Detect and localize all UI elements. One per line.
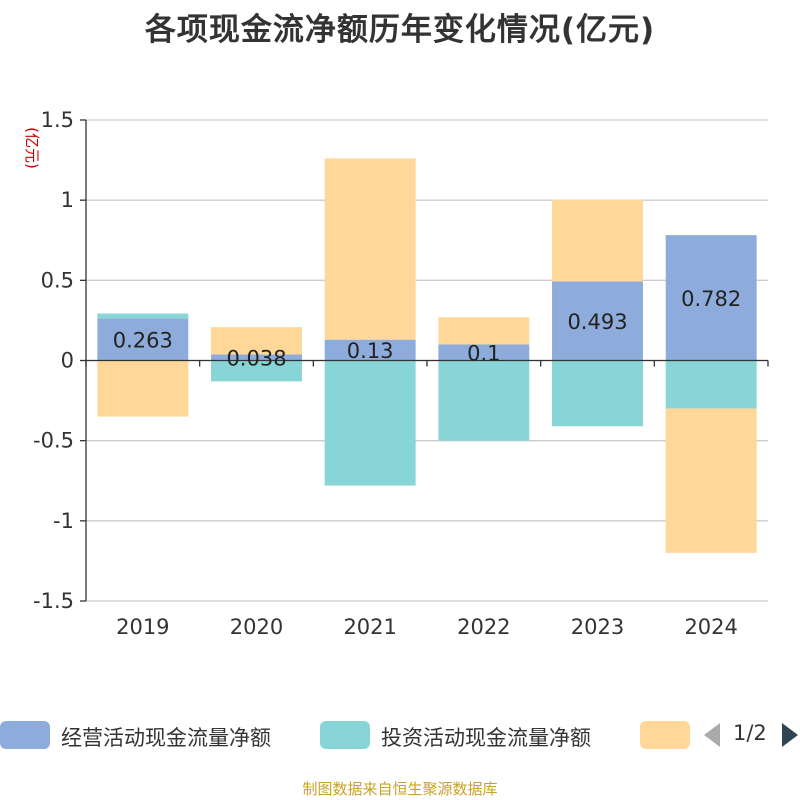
chart-title: 各项现金流净额历年变化情况(亿元) bbox=[144, 12, 656, 48]
data-labels: 0.263 0.038 0.13 0.1 0.493 0.782 bbox=[113, 287, 741, 371]
data-label-2024: 0.782 bbox=[681, 287, 741, 311]
x-tick-label-2023: 2023 bbox=[571, 615, 624, 639]
data-label-2020: 0.038 bbox=[226, 346, 286, 370]
data-label-2021: 0.13 bbox=[347, 339, 394, 363]
bar-s2-2024 bbox=[665, 408, 757, 553]
bar-s2-2021 bbox=[324, 158, 416, 340]
bar-s2-2022 bbox=[438, 317, 530, 345]
axes: 1.5 1 0.5 0 -0.5 -1 -1.5 2019 2020 2021 2022 2023 20… bbox=[33, 108, 769, 639]
y-tick-label-5: -1 bbox=[53, 509, 74, 533]
bar-s0-2021 bbox=[324, 339, 416, 361]
y-tick-label-6: -1.5 bbox=[33, 589, 74, 613]
bar-s0-2022 bbox=[438, 344, 530, 361]
data-label-2022: 0.1 bbox=[467, 341, 500, 365]
data-label-2019: 0.263 bbox=[113, 328, 173, 352]
legend-label-investing: 投资活动现金流量净额 bbox=[381, 726, 591, 750]
x-tick-label-2024: 2024 bbox=[684, 615, 737, 639]
y-tick-label-1: 1 bbox=[61, 188, 74, 212]
legend-prev-page-icon[interactable] bbox=[702, 721, 722, 749]
bar-s1-2023 bbox=[552, 360, 643, 427]
y-tick-label-4: -0.5 bbox=[33, 429, 74, 453]
bar-s2-2019 bbox=[97, 360, 189, 417]
x-tick-label-2022: 2022 bbox=[457, 615, 510, 639]
data-label-2023: 0.493 bbox=[567, 310, 627, 334]
legend-swatch-third-series bbox=[640, 721, 690, 749]
legend: 经营活动现金流量净额 投资活动现金流量净额 1/2 bbox=[0, 715, 800, 755]
bar-s0-2019 bbox=[97, 318, 189, 361]
x-tick-label-2021: 2021 bbox=[343, 615, 396, 639]
legend-label-operating: 经营活动现金流量净额 bbox=[61, 726, 271, 750]
bar-s2-2020 bbox=[211, 327, 302, 355]
legend-swatch-operating bbox=[0, 721, 50, 749]
bar-s0-2024 bbox=[665, 235, 757, 361]
y-axis-unit-label: (亿元) bbox=[23, 127, 41, 169]
bar-s0-2023 bbox=[552, 281, 643, 361]
y-tick-label-3: 0 bbox=[61, 349, 74, 373]
bar-s1-2024 bbox=[665, 360, 757, 409]
bar-s1-2022 bbox=[438, 360, 530, 441]
bar-s2-2023 bbox=[552, 199, 643, 282]
bar-s1-2020 bbox=[211, 360, 302, 382]
bar-s1-2021 bbox=[324, 360, 416, 486]
bar-s1-2019 bbox=[97, 313, 189, 319]
source-note: 制图数据来自恒生聚源数据库 bbox=[302, 780, 498, 798]
legend-swatch-investing bbox=[320, 721, 370, 749]
x-tick-label-2019: 2019 bbox=[116, 615, 169, 639]
y-tick-label-2: 0.5 bbox=[41, 268, 74, 292]
x-tick-label-2020: 2020 bbox=[230, 615, 283, 639]
bar-s0-2020 bbox=[211, 354, 302, 361]
y-tick-label-0: 1.5 bbox=[41, 108, 74, 132]
legend-page-indicator: 1/2 bbox=[733, 721, 767, 745]
legend-next-page-icon[interactable] bbox=[780, 721, 800, 749]
bars bbox=[97, 158, 757, 553]
